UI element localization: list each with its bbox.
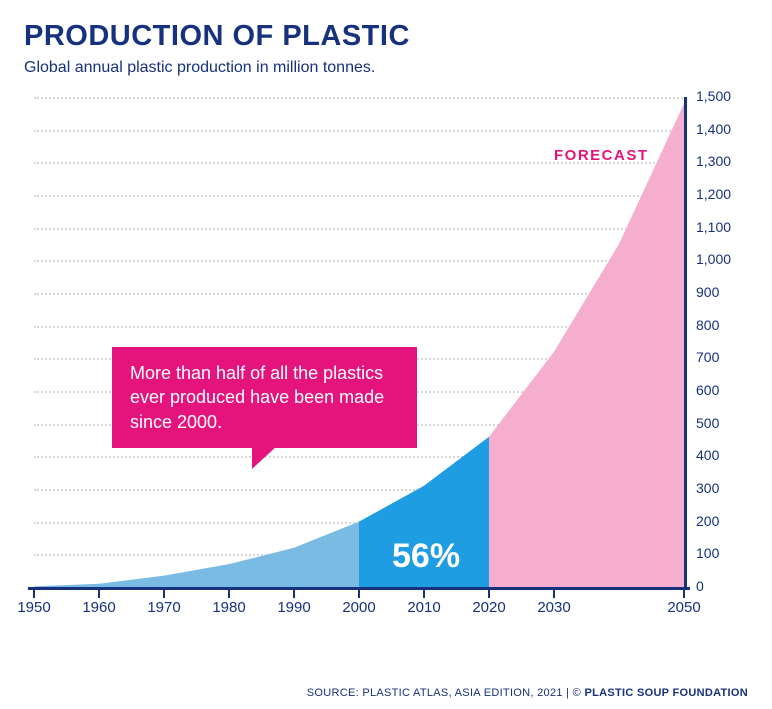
x-tick-label: 2030 <box>529 599 579 627</box>
x-tick-label: 2020 <box>464 599 514 627</box>
footer-sep: | © <box>563 687 585 699</box>
x-tick <box>33 590 35 598</box>
chart-subtitle: Global annual plastic production in mill… <box>24 59 748 77</box>
org-name: PLASTIC SOUP FOUNDATION <box>584 687 748 699</box>
x-tick-label: 1960 <box>74 599 124 627</box>
percent-label: 56% <box>392 537 460 576</box>
chart-title: PRODUCTION OF PLASTIC <box>24 20 748 53</box>
forecast-label: FORECAST <box>554 147 649 164</box>
area-historical-pre2000 <box>34 522 359 587</box>
x-tick <box>553 590 555 598</box>
x-tick <box>228 590 230 598</box>
x-tick <box>163 590 165 598</box>
x-tick <box>98 590 100 598</box>
y-axis-right <box>684 97 687 590</box>
callout-box: More than half of all the plastics ever … <box>112 347 417 448</box>
x-tick-label: 2000 <box>334 599 384 627</box>
x-tick <box>423 590 425 598</box>
x-tick-label: 1950 <box>9 599 59 627</box>
x-tick-label: 1970 <box>139 599 189 627</box>
x-tick-label: 1980 <box>204 599 254 627</box>
source-footer: SOURCE: PLASTIC ATLAS, ASIA EDITION, 202… <box>307 687 748 699</box>
area-chart: 01002003004005006007008009001,0001,1001,… <box>24 87 748 627</box>
area-forecast <box>489 104 684 587</box>
x-tick-label: 2050 <box>659 599 709 627</box>
x-tick-label: 1990 <box>269 599 319 627</box>
x-tick <box>683 590 685 598</box>
callout-tail <box>252 445 278 469</box>
x-tick <box>293 590 295 598</box>
x-tick <box>358 590 360 598</box>
x-tick-label: 2010 <box>399 599 449 627</box>
source-text: SOURCE: PLASTIC ATLAS, ASIA EDITION, 202… <box>307 687 563 699</box>
x-tick <box>488 590 490 598</box>
